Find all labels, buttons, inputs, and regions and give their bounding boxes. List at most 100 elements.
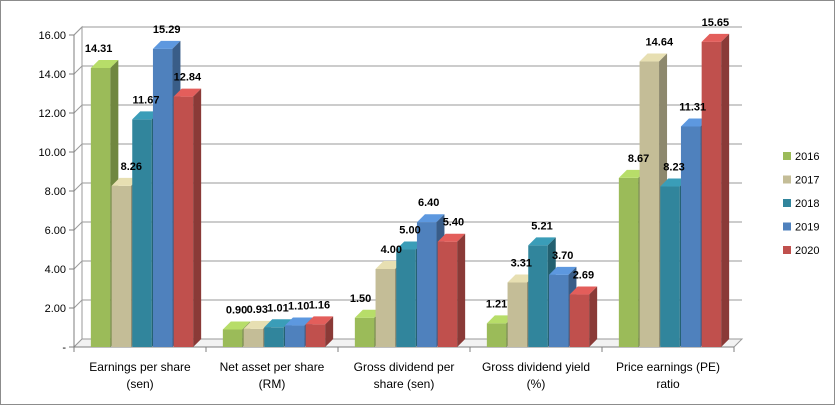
gridline [73,221,742,231]
data-label-2019: 6.40 [418,197,439,209]
data-label-2017: 14.64 [646,37,674,49]
bar-top-2020 [173,88,202,97]
legend-swatch-2016 [783,152,791,160]
data-label-2017: 4.00 [381,244,402,256]
x-category-label: ratio [656,377,680,391]
x-category-label: Gross dividend per [354,360,455,374]
data-label-2017: 3.31 [511,257,532,269]
bar-top-2018 [132,111,160,120]
bar-2019 [152,48,173,347]
bar-top-2020 [569,286,598,295]
bar-top-2019 [548,266,577,275]
bar-2018 [264,327,284,347]
gridline [73,65,742,75]
data-label-2017: 0.93 [247,304,268,316]
data-label-2020: 5.40 [443,217,464,229]
bar-top-2017 [243,320,272,329]
bar-2018 [528,245,548,347]
bar-2020 [173,96,194,348]
data-label-2016: 8.67 [628,153,649,165]
legend-swatch-2017 [783,175,791,184]
legend-label-2019: 2019 [795,222,819,234]
data-label-2019: 15.29 [153,24,181,36]
bar-top-2017 [639,53,668,62]
gridline [73,143,742,153]
bar-2019 [548,274,569,347]
bar-top-2020 [701,33,730,42]
bar-top-2016 [618,169,647,178]
bar-2020 [569,294,590,347]
y-axis: - 2.00 4.00 6.00 8.00 10.00 12.00 14.00 16.00 [38,30,75,354]
data-label-2019: 11.31 [679,101,706,113]
bar-2018 [660,186,680,347]
legend-label-2018: 2018 [795,198,819,210]
y-tick-label: 14.00 [38,69,66,81]
data-label-2018: 11.67 [133,94,160,106]
bar-2016 [618,177,639,347]
bar-2017 [243,328,264,347]
bar-top-2018 [264,319,292,328]
legend-swatch-2018 [783,199,791,207]
bar-top-2019 [680,118,709,127]
y-tick-label: 2.00 [45,303,66,315]
bar-2019 [416,222,437,347]
legend-label-2017: 2017 [795,175,819,187]
y-tick-label: 4.00 [45,264,66,276]
y-tick-label: 10.00 [38,147,66,159]
data-label-2016: 1.21 [486,298,507,310]
bar-2017 [375,269,396,347]
bar-top-2017 [375,261,404,269]
x-category-label: (RM) [259,377,286,391]
x-category-label: (sen) [126,377,153,391]
bar-2017 [507,282,528,347]
bar-2018 [396,249,416,347]
bar-top-2019 [152,40,181,49]
bar-side-2020 [193,88,202,348]
y-tick-label: 16.00 [38,30,66,42]
bar-top-2020 [305,316,334,325]
bar-side-2020 [325,316,334,347]
bar-top-2020 [437,233,466,242]
y-tick-label: - [62,342,66,354]
data-label-2016: 14.31 [85,43,113,55]
y-tick-label: 8.00 [45,186,66,198]
x-category-label: Earnings per share [89,360,191,374]
bar-top-2019 [416,214,445,223]
bar-2016 [354,317,375,347]
y-tick-label: 6.00 [45,225,66,237]
x-category-label: Gross dividend yield [482,360,590,374]
bar-2017 [639,61,660,348]
data-label-2016: 1.50 [350,293,371,305]
bar-2020 [437,241,458,347]
data-label-2019: 1.10 [288,301,309,313]
bar-top-2016 [90,59,119,68]
gridline [73,26,742,36]
bar-2016 [222,329,243,347]
bar-side-2020 [457,233,466,347]
bar-top-2019 [284,317,313,326]
legend-label-2016: 2016 [795,151,819,163]
y-tick-label: 12.00 [38,108,66,120]
bar-top-2016 [486,315,515,324]
bar-top-2018 [396,241,424,250]
data-label-2020: 1.16 [309,299,330,311]
bar-2020 [701,41,722,347]
x-category-label: Net asset per share [220,360,325,374]
gridline [73,182,742,192]
bar-2019 [680,126,701,347]
data-label-2018: 5.00 [399,225,420,237]
legend-label-2020: 2020 [795,245,819,257]
bar-side-2020 [721,33,730,347]
bar-2018 [132,119,152,347]
x-axis: Earnings per share (sen) Net asset per sha… [73,346,735,391]
x-category-label: share (sen) [374,377,435,391]
x-category-label: Price earnings (PE) [616,360,720,374]
data-label-2020: 12.84 [174,72,202,84]
bar-top-2017 [111,177,140,186]
data-label-2020: 2.69 [573,270,594,282]
gridline [73,104,742,114]
bar-2017 [111,185,132,347]
bar-2016 [90,67,111,347]
bar-top-2018 [660,178,688,187]
